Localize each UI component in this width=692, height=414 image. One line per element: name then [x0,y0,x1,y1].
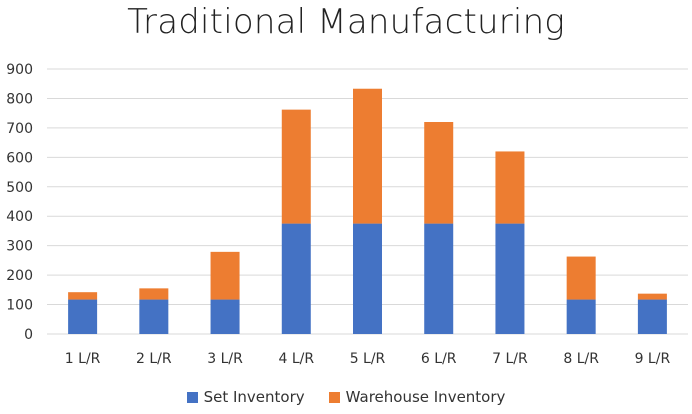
x-tick-label: 1 L/R [65,351,101,367]
legend: Set Inventory Warehouse Inventory [0,384,692,410]
bar-warehouse-inventory-7 [495,151,525,224]
y-tick-label: 800 [6,91,33,107]
x-tick-label: 5 L/R [350,351,386,367]
bar-set-inventory-3 [210,299,240,334]
y-tick-label: 900 [6,62,33,78]
y-tick-label: 500 [6,180,33,196]
bar-warehouse-inventory-5 [353,88,382,224]
bars [68,88,667,334]
y-tick-label: 200 [6,268,33,284]
x-tick-label: 9 L/R [635,351,671,367]
y-tick-label: 0 [24,327,33,343]
bar-set-inventory-9 [637,299,667,334]
y-tick-label: 600 [6,150,33,166]
bar-warehouse-inventory-9 [637,293,667,300]
legend-item-warehouse-inventory: Warehouse Inventory [328,388,506,406]
bar-warehouse-inventory-3 [210,251,240,300]
bar-warehouse-inventory-8 [566,256,596,300]
bar-set-inventory-5 [353,223,382,334]
legend-label-warehouse-inventory: Warehouse Inventory [345,388,506,406]
x-axis-tick-labels: 1 L/R 2 L/R 3 L/R 4 L/R 5 L/R 6 L/R 7 L/R 8 L/R… [65,351,671,367]
chart-title: Traditional Manufacturing [127,2,565,42]
y-axis-tick-labels: 0 100 200 300 400 500 600 700 800 900 [6,62,33,343]
x-tick-label: 7 L/R [492,351,528,367]
x-tick-label: 3 L/R [207,351,243,367]
y-tick-label: 300 [6,239,33,255]
bar-set-inventory-6 [424,223,454,334]
y-tick-label: 700 [6,121,33,137]
x-tick-label: 4 L/R [278,351,314,367]
bar-warehouse-inventory-4 [281,109,311,224]
bar-warehouse-inventory-2 [139,288,169,300]
bar-warehouse-inventory-6 [424,122,454,224]
legend-swatch-set-inventory [186,391,198,403]
bar-warehouse-inventory-1 [68,292,98,300]
y-tick-label: 400 [6,209,33,225]
bar-set-inventory-4 [281,223,311,334]
bar-set-inventory-8 [566,299,596,334]
bar-set-inventory-7 [495,223,525,334]
bar-set-inventory-1 [68,299,98,334]
legend-item-set-inventory: Set Inventory [186,388,305,406]
x-tick-label: 8 L/R [563,351,599,367]
bar-set-inventory-2 [139,299,169,334]
x-tick-label: 6 L/R [421,351,457,367]
legend-label-set-inventory: Set Inventory [203,388,305,406]
x-tick-label: 2 L/R [136,351,172,367]
legend-swatch-warehouse-inventory [328,391,340,403]
y-tick-label: 100 [6,298,33,314]
